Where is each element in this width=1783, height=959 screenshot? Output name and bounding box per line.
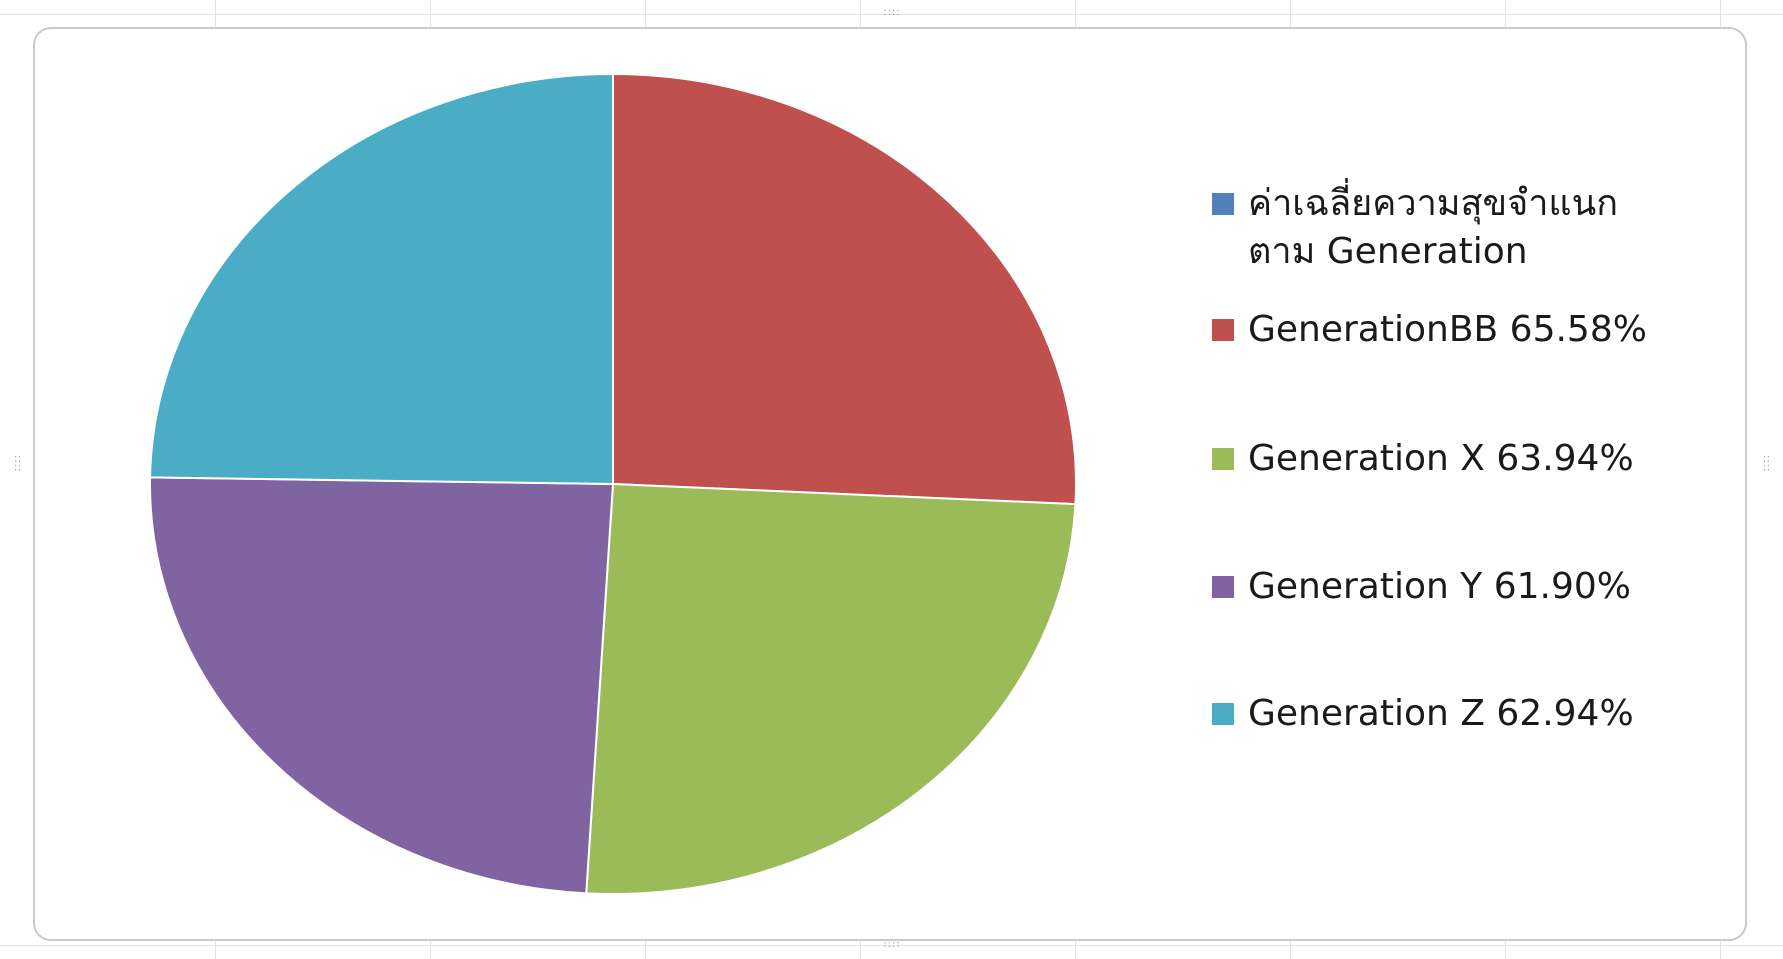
grid-row-line [0, 14, 1783, 15]
legend-swatch [1212, 319, 1234, 341]
resize-handle-right[interactable]: :::: [1761, 455, 1772, 473]
legend-item-generation-bb[interactable]: GenerationBB 65.58% [1212, 306, 1728, 354]
legend-swatch [1212, 576, 1234, 598]
resize-handle-left[interactable]: :::: [12, 455, 23, 473]
legend-item-generation-z[interactable]: Generation Z 62.94% [1212, 690, 1728, 738]
legend-item-generation-y[interactable]: Generation Y 61.90% [1212, 563, 1728, 611]
resize-handle-bottom[interactable]: :::: [883, 939, 901, 950]
legend-label: Generation Y 61.90% [1248, 566, 1631, 607]
legend-swatch [1212, 193, 1234, 215]
slice-generation-z[interactable] [149, 72, 614, 486]
slice-generation-y[interactable] [149, 476, 615, 895]
legend-swatch [1212, 703, 1234, 725]
legend-label: Generation X 63.94% [1248, 438, 1634, 479]
pie-slices [149, 72, 1077, 895]
legend-label: Generation Z 62.94% [1248, 693, 1634, 734]
legend-label: GenerationBB 65.58% [1248, 309, 1647, 350]
slice-generation-bb[interactable] [612, 72, 1077, 506]
legend-swatch [1212, 448, 1234, 470]
legend-item-average-by-generation[interactable]: ค่าเฉลี่ยความสุขจำแนก ตาม Generation [1212, 180, 1728, 276]
legend-item-generation-x[interactable]: Generation X 63.94% [1212, 435, 1728, 483]
legend-label: ค่าเฉลี่ยความสุขจำแนก ตาม Generation [1248, 183, 1619, 272]
slice-generation-x[interactable] [585, 482, 1077, 895]
resize-handle-top[interactable]: :::: [883, 7, 901, 18]
grid-row-line [0, 945, 1783, 946]
